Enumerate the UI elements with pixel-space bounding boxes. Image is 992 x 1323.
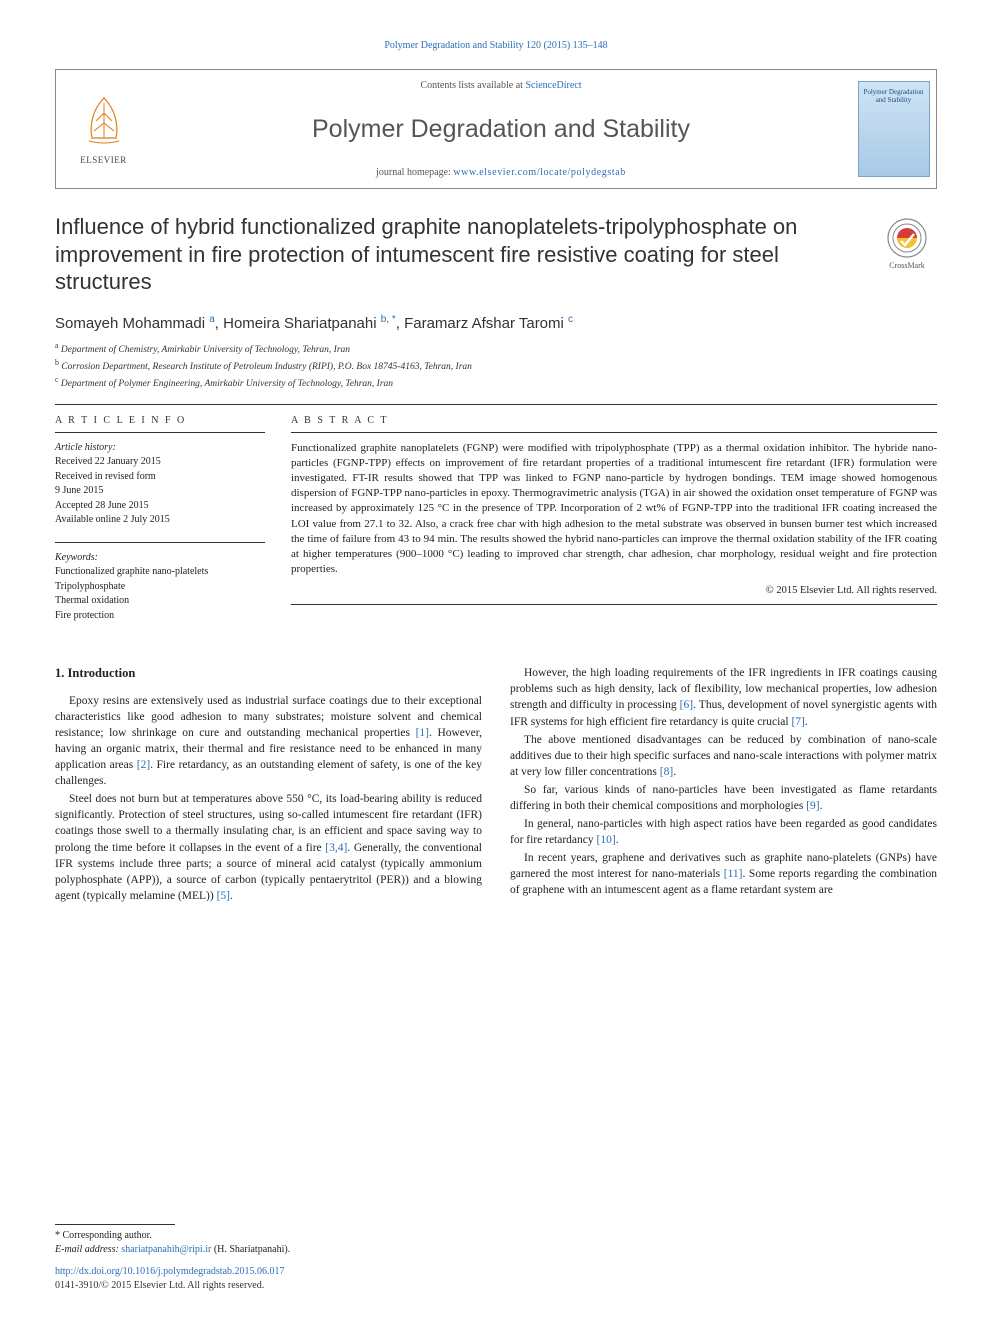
keyword: Thermal oxidation (55, 594, 265, 609)
body-paragraph: Epoxy resins are extensively used as ind… (55, 693, 482, 790)
crossmark-label: CrossMark (889, 261, 925, 270)
elsevier-tree-icon (74, 93, 134, 153)
doi-link[interactable]: http://dx.doi.org/10.1016/j.polymdegrads… (55, 1266, 285, 1277)
homepage-line: journal homepage: www.elsevier.com/locat… (376, 167, 626, 178)
affiliations-block: a Department of Chemistry, Amirkabir Uni… (55, 340, 937, 392)
abstract-copyright: © 2015 Elsevier Ltd. All rights reserved… (291, 585, 937, 596)
journal-cover-thumbnail: Polymer Degradation and Stability (858, 81, 930, 177)
contents-available-line: Contents lists available at ScienceDirec… (420, 80, 581, 91)
keyword: Tripolyphosphate (55, 580, 265, 595)
crossmark-icon (886, 217, 928, 259)
history-line: Received 22 January 2015 (55, 455, 265, 470)
article-title: Influence of hybrid functionalized graph… (55, 213, 857, 296)
authors-line: Somayeh Mohammadi a, Homeira Shariatpana… (55, 314, 937, 332)
title-row: Influence of hybrid functionalized graph… (55, 213, 937, 296)
contents-prefix: Contents lists available at (420, 80, 525, 91)
corresponding-email-link[interactable]: shariatpanahih@ripi.ir (121, 1244, 211, 1255)
homepage-prefix: journal homepage: (376, 167, 453, 178)
body-columns: 1. Introduction Epoxy resins are extensi… (55, 665, 937, 904)
body-paragraph: The above mentioned disadvantages can be… (510, 732, 937, 780)
info-rule (55, 542, 265, 543)
footer-rule (55, 1224, 175, 1225)
header-center: Contents lists available at ScienceDirec… (151, 70, 851, 188)
history-line: 9 June 2015 (55, 484, 265, 499)
history-line: Available online 2 July 2015 (55, 513, 265, 528)
body-paragraph: However, the high loading requirements o… (510, 665, 937, 729)
corresponding-author-note: * Corresponding author. (55, 1229, 455, 1243)
cover-thumbnail-title: Polymer Degradation and Stability (859, 88, 929, 105)
affiliation-c-text: Department of Polymer Engineering, Amirk… (61, 379, 393, 389)
sciencedirect-link[interactable]: ScienceDirect (525, 80, 581, 91)
journal-header: ELSEVIER Contents lists available at Sci… (55, 69, 937, 189)
affiliation-a: a Department of Chemistry, Amirkabir Uni… (55, 340, 937, 357)
history-line: Received in revised form (55, 470, 265, 485)
abstract-text: Functionalized graphite nanoplatelets (F… (291, 441, 937, 578)
affiliation-c: c Department of Polymer Engineering, Ami… (55, 374, 937, 391)
publisher-logo-cell: ELSEVIER (56, 70, 151, 188)
affiliation-b: b Corrosion Department, Research Institu… (55, 357, 937, 374)
email-label: E-mail address: (55, 1244, 119, 1255)
abstract-rule-bottom (291, 604, 937, 605)
keywords-label: Keywords: (55, 551, 265, 566)
article-info-heading: A R T I C L E I N F O (55, 415, 265, 426)
journal-title: Polymer Degradation and Stability (312, 115, 690, 144)
abstract-column: A B S T R A C T Functionalized graphite … (291, 415, 937, 638)
email-line: E-mail address: shariatpanahih@ripi.ir (… (55, 1243, 455, 1257)
divider-rule (55, 404, 937, 405)
email-author-name: (H. Shariatpanahi). (214, 1244, 290, 1255)
crossmark-badge[interactable]: CrossMark (877, 217, 937, 270)
info-rule (55, 432, 265, 433)
keyword: Functionalized graphite nano-platelets (55, 565, 265, 580)
publisher-name: ELSEVIER (80, 155, 127, 165)
issn-copyright-line: 0141-3910/© 2015 Elsevier Ltd. All right… (55, 1279, 455, 1293)
homepage-link[interactable]: www.elsevier.com/locate/polydegstab (453, 167, 626, 178)
body-paragraph: In general, nano-particles with high asp… (510, 816, 937, 848)
abstract-rule (291, 432, 937, 433)
footer-block: * Corresponding author. E-mail address: … (55, 1224, 455, 1293)
cover-thumbnail-cell: Polymer Degradation and Stability (851, 70, 936, 188)
history-block: Article history: Received 22 January 201… (55, 441, 265, 528)
body-paragraph: Steel does not burn but at temperatures … (55, 791, 482, 904)
journal-reference: Polymer Degradation and Stability 120 (2… (55, 40, 937, 57)
history-line: Accepted 28 June 2015 (55, 499, 265, 514)
body-paragraph: In recent years, graphene and derivative… (510, 850, 937, 898)
article-info-column: A R T I C L E I N F O Article history: R… (55, 415, 265, 638)
body-paragraph: So far, various kinds of nano-particles … (510, 782, 937, 814)
info-abstract-row: A R T I C L E I N F O Article history: R… (55, 415, 937, 638)
keyword: Fire protection (55, 609, 265, 624)
doi-line: http://dx.doi.org/10.1016/j.polymdegrads… (55, 1265, 455, 1279)
affiliation-b-text: Corrosion Department, Research Institute… (61, 362, 472, 372)
keywords-block: Keywords: Functionalized graphite nano-p… (55, 551, 265, 624)
history-label: Article history: (55, 441, 265, 456)
abstract-heading: A B S T R A C T (291, 415, 937, 426)
affiliation-a-text: Department of Chemistry, Amirkabir Unive… (61, 345, 350, 355)
section-heading-introduction: 1. Introduction (55, 665, 482, 683)
